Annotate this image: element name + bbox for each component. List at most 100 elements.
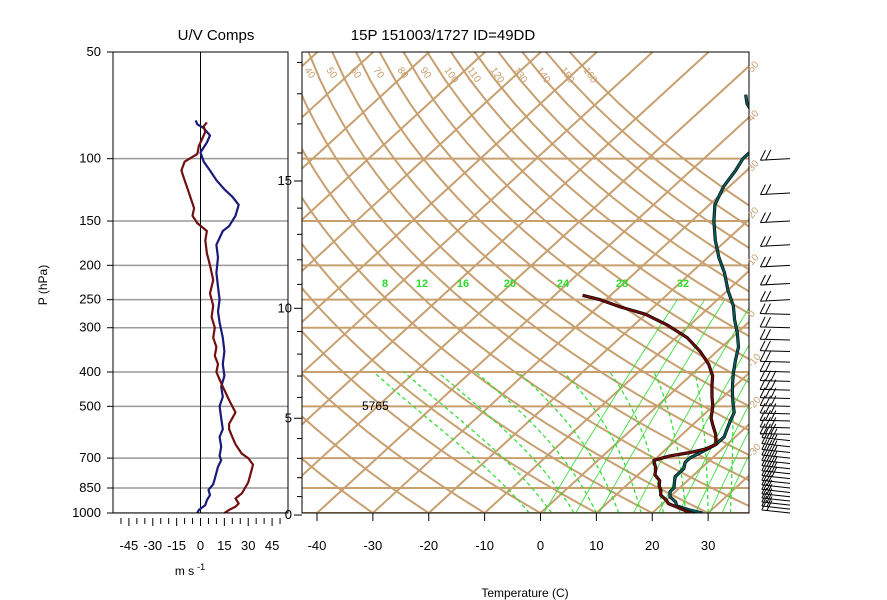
wind-barb-staff bbox=[760, 282, 791, 286]
isotherm-line bbox=[302, 52, 486, 222]
isotherm-line bbox=[539, 320, 749, 513]
wind-barb-flag bbox=[759, 416, 766, 428]
wind-barb-flag bbox=[761, 433, 768, 444]
wind-barb-flag bbox=[766, 439, 773, 451]
wind-barb-flag bbox=[770, 417, 777, 428]
temp-x-tick-label: 30 bbox=[701, 538, 715, 553]
skewt-x-axis-label: Temperature (C) bbox=[481, 586, 568, 600]
wind-barb-staff bbox=[760, 426, 791, 429]
wind-barb bbox=[759, 340, 791, 352]
mixing-ratio-label: 24 bbox=[557, 278, 570, 290]
moist-adiabat-line bbox=[373, 371, 530, 513]
bottom-mix-label: 10 bbox=[579, 510, 594, 526]
uv-p-tick-label: 200 bbox=[79, 257, 101, 272]
uv-x-tick-label: 45 bbox=[265, 538, 279, 553]
mixing-ratio-label: 32 bbox=[677, 278, 689, 290]
isotherm-edge-label: 0 bbox=[746, 308, 758, 320]
uv-gridlines bbox=[113, 52, 288, 513]
wind-barb-flag bbox=[765, 212, 772, 223]
dry-adiabat-line bbox=[302, 415, 431, 513]
bottom-mix-label: 14 bbox=[655, 509, 671, 525]
bottom-mix-label: 12 bbox=[613, 510, 628, 526]
wind-barb-staff bbox=[761, 454, 791, 459]
dry-adiabat-line bbox=[302, 196, 711, 513]
wind-barb bbox=[759, 351, 791, 363]
wind-barb-flag bbox=[761, 499, 768, 511]
wind-barb bbox=[759, 423, 791, 435]
uv-x-tick-label: 30 bbox=[241, 538, 255, 553]
temp-x-tick-label: 0 bbox=[537, 538, 544, 553]
uv-p-tick-label: 500 bbox=[79, 398, 101, 413]
bottom-mix-label: 2 bbox=[433, 513, 446, 523]
mixing-ratio-line bbox=[543, 299, 678, 513]
uv-series-line-2 bbox=[180, 121, 255, 513]
isotherm-line bbox=[302, 52, 654, 375]
uv-x-ticks: -45 -30 -15 0 15 30 45 bbox=[120, 518, 281, 553]
wind-barb-flag bbox=[760, 291, 766, 302]
height-tick-label: 5 bbox=[285, 410, 292, 425]
wind-barb-staff bbox=[760, 244, 791, 247]
dry-adiabat-line bbox=[302, 372, 487, 513]
wind-barb-staff bbox=[761, 470, 791, 475]
wind-barb-flag bbox=[770, 370, 777, 382]
wind-barb-flag bbox=[766, 433, 773, 445]
wind-barb bbox=[761, 427, 791, 442]
uv-p-tick-label: 300 bbox=[79, 320, 101, 335]
wind-barb-flag bbox=[760, 150, 766, 161]
wind-barb bbox=[759, 416, 791, 429]
uv-x-tick-label: 0 bbox=[197, 538, 204, 553]
wind-barb-flag bbox=[759, 316, 766, 328]
height-tick-label: 0 bbox=[285, 507, 292, 522]
wind-barb-staff bbox=[760, 220, 791, 224]
dry-adiabat-label: 80 bbox=[395, 65, 411, 81]
wind-barb bbox=[761, 439, 791, 454]
wind-barb-flag bbox=[766, 496, 773, 507]
wind-barb-flag bbox=[765, 316, 771, 328]
wind-barb bbox=[760, 290, 791, 302]
uv-p-tick-label: 850 bbox=[79, 480, 101, 495]
wind-barb-staff bbox=[761, 484, 791, 489]
skewt-frame bbox=[301, 51, 750, 514]
wind-barb-flag bbox=[765, 274, 772, 285]
isotherm-line bbox=[0, 52, 206, 513]
wind-barb-staff bbox=[760, 192, 791, 196]
wind-barb bbox=[761, 470, 791, 484]
wind-barb-staff bbox=[761, 493, 791, 498]
isotherm-edge-label: 40 bbox=[746, 108, 762, 124]
wind-barb-flag bbox=[759, 340, 766, 351]
wind-barb bbox=[759, 395, 791, 407]
uv-frame bbox=[112, 51, 289, 514]
skewt-title: 15P 151003/1727 ID=49DD bbox=[351, 27, 536, 44]
isotherm-line bbox=[302, 52, 598, 324]
wind-barb-staff bbox=[760, 264, 791, 268]
dry-adiabat-line bbox=[545, 52, 749, 228]
bottom-mix-label: 4 bbox=[479, 512, 493, 523]
wind-barb-flag bbox=[765, 303, 771, 314]
mixing-ratio-line bbox=[575, 299, 706, 513]
dry-adiabat-line bbox=[302, 329, 543, 513]
temp-x-tick-label: -30 bbox=[363, 538, 382, 553]
wind-barb-staff bbox=[760, 360, 791, 363]
wind-barb-staff bbox=[760, 380, 791, 382]
temp-x-tick-label: 20 bbox=[645, 538, 659, 553]
bottom-mix-label: 8 bbox=[543, 513, 556, 523]
mixing-ratio-line bbox=[709, 429, 749, 513]
wind-barb-flag bbox=[765, 340, 771, 352]
wind-barb-staff bbox=[760, 338, 791, 341]
wind-barb-flag bbox=[759, 409, 766, 421]
isotherm-line bbox=[0, 52, 150, 513]
wind-barb-flag bbox=[759, 423, 766, 434]
wind-barb bbox=[759, 402, 791, 415]
wind-barb bbox=[760, 235, 791, 247]
wind-barb-staff bbox=[760, 299, 791, 302]
height-annotation: 5765 bbox=[362, 399, 389, 413]
dry-adiabat-line bbox=[426, 52, 749, 338]
wind-barb-flag bbox=[765, 351, 771, 362]
uv-p-tick-label: 1000 bbox=[72, 505, 101, 520]
uv-p-tick-label: 100 bbox=[79, 151, 101, 166]
wind-barb-staff bbox=[761, 501, 791, 506]
wind-barb bbox=[761, 499, 791, 514]
wind-barb-flag bbox=[765, 402, 771, 414]
dry-adiabat-label: 50 bbox=[324, 65, 340, 81]
mixing-ratio-label: 8 bbox=[382, 278, 388, 290]
